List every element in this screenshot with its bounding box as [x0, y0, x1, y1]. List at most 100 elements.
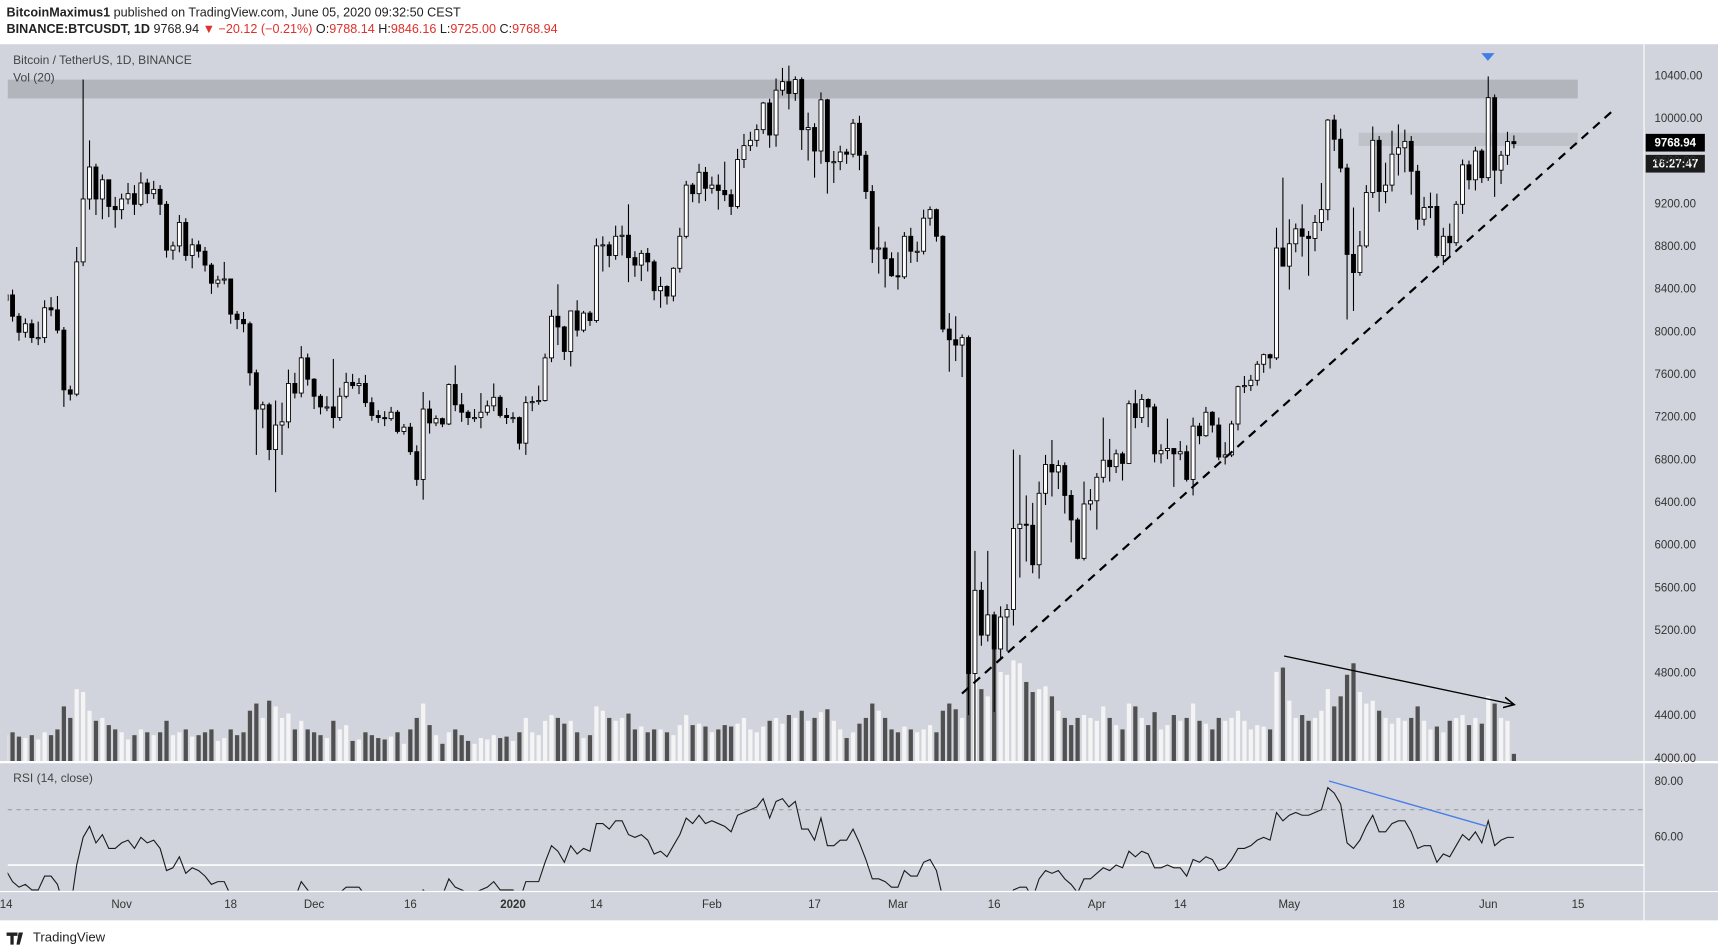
volume-bar: [1056, 710, 1061, 762]
volume-bar: [1402, 720, 1407, 762]
volume-bar: [183, 729, 188, 762]
volume-bar: [1101, 706, 1106, 762]
volume-bar: [279, 717, 285, 762]
volume-bar: [1370, 700, 1375, 762]
candle-body: [1158, 450, 1164, 455]
volume-bar: [305, 729, 310, 762]
candle-body: [1248, 379, 1254, 387]
candle-body: [901, 235, 907, 278]
candle-body: [439, 418, 445, 425]
volume-bar: [1190, 703, 1196, 762]
volume-bar: [1498, 717, 1504, 762]
volume-bar: [106, 725, 111, 762]
volume-bar: [959, 717, 965, 762]
volume-bar: [1126, 703, 1132, 762]
candle-body: [921, 217, 927, 252]
candle-body: [1254, 363, 1260, 381]
candle-body: [1498, 154, 1504, 171]
candle-body: [221, 278, 227, 281]
volume-bar: [639, 726, 644, 762]
candle-body: [1485, 97, 1491, 179]
symbol: BINANCE:BTCUSDT, 1D: [7, 22, 150, 36]
volume-bar: [61, 706, 66, 762]
candle-body: [587, 312, 593, 321]
candle-body: [1286, 243, 1292, 267]
candle-body: [253, 372, 259, 410]
y-tick-label: 4000.00: [1654, 753, 1696, 765]
candle-body: [1068, 494, 1074, 521]
candle-body: [1261, 354, 1267, 365]
candle-body: [709, 184, 715, 189]
volume-bar: [1062, 717, 1067, 762]
candle-body: [568, 310, 574, 352]
candle-body: [35, 337, 41, 340]
candle-body: [1094, 476, 1100, 502]
volume-bar: [838, 729, 843, 762]
candle-body: [966, 337, 971, 674]
candle-body: [369, 402, 375, 416]
candle-body: [478, 411, 484, 419]
candle-body: [1177, 451, 1183, 455]
volume-bar: [234, 735, 240, 762]
candle-body: [324, 406, 330, 409]
candle-body: [946, 328, 952, 341]
candle-body: [1075, 519, 1081, 559]
candle-body: [1100, 459, 1106, 478]
candle-body: [183, 221, 189, 256]
volume-bar: [1178, 720, 1183, 762]
candle-body: [93, 166, 99, 200]
candle-body: [908, 235, 914, 252]
resistance-zone: [7, 79, 1578, 99]
candle-body: [844, 151, 850, 155]
volume-bar: [453, 729, 458, 762]
candle-body: [593, 245, 599, 321]
candle-body: [1389, 153, 1395, 186]
candle-body: [87, 166, 92, 200]
c-label: C:: [499, 22, 512, 36]
candle-body: [613, 235, 619, 256]
candle-body: [1492, 97, 1498, 171]
volume-bar: [844, 738, 849, 762]
x-tick-label: 18: [224, 899, 237, 911]
chart-background: [0, 44, 1718, 921]
candle-body: [459, 404, 465, 413]
volume-bar: [1280, 667, 1286, 762]
close: 9768.94: [512, 22, 558, 36]
volume-bar: [1113, 725, 1119, 762]
x-tick-label: Nov: [111, 899, 132, 911]
candle-body: [1325, 119, 1331, 211]
volume-bar: [1255, 725, 1260, 762]
candle-body: [67, 389, 73, 395]
volume-bar: [427, 725, 432, 762]
volume-bar: [767, 720, 772, 762]
candle-body: [703, 171, 708, 189]
volume-bar: [311, 732, 317, 762]
candle-body: [343, 381, 349, 397]
volume-bar: [921, 729, 926, 762]
candle-body: [1274, 247, 1279, 359]
y-tick-label: 4400.00: [1654, 710, 1696, 722]
x-tick-label: Jun: [1479, 899, 1498, 911]
candle-body: [1267, 354, 1273, 359]
volume-bar: [344, 725, 349, 762]
volume-bar: [1171, 715, 1176, 762]
candle-body: [407, 426, 413, 453]
volume-bar: [1409, 717, 1414, 762]
volume-bar: [491, 735, 496, 762]
x-tick-label: 18: [1392, 899, 1405, 911]
volume-bar: [1505, 720, 1510, 762]
candle-body: [48, 307, 54, 311]
volume-bar: [1043, 686, 1048, 762]
volume-bar: [125, 739, 131, 762]
volume-bar: [1396, 717, 1401, 762]
candle-body: [74, 261, 80, 395]
candle-body: [651, 261, 657, 292]
candle-body: [824, 99, 830, 163]
volume-bar: [1197, 720, 1202, 762]
volume-bar: [369, 735, 374, 762]
volume-bar: [421, 703, 426, 762]
candle-body: [22, 323, 28, 333]
rsi-pane: [7, 786, 1644, 891]
candle-body: [690, 184, 696, 195]
volume-bar: [16, 736, 22, 762]
